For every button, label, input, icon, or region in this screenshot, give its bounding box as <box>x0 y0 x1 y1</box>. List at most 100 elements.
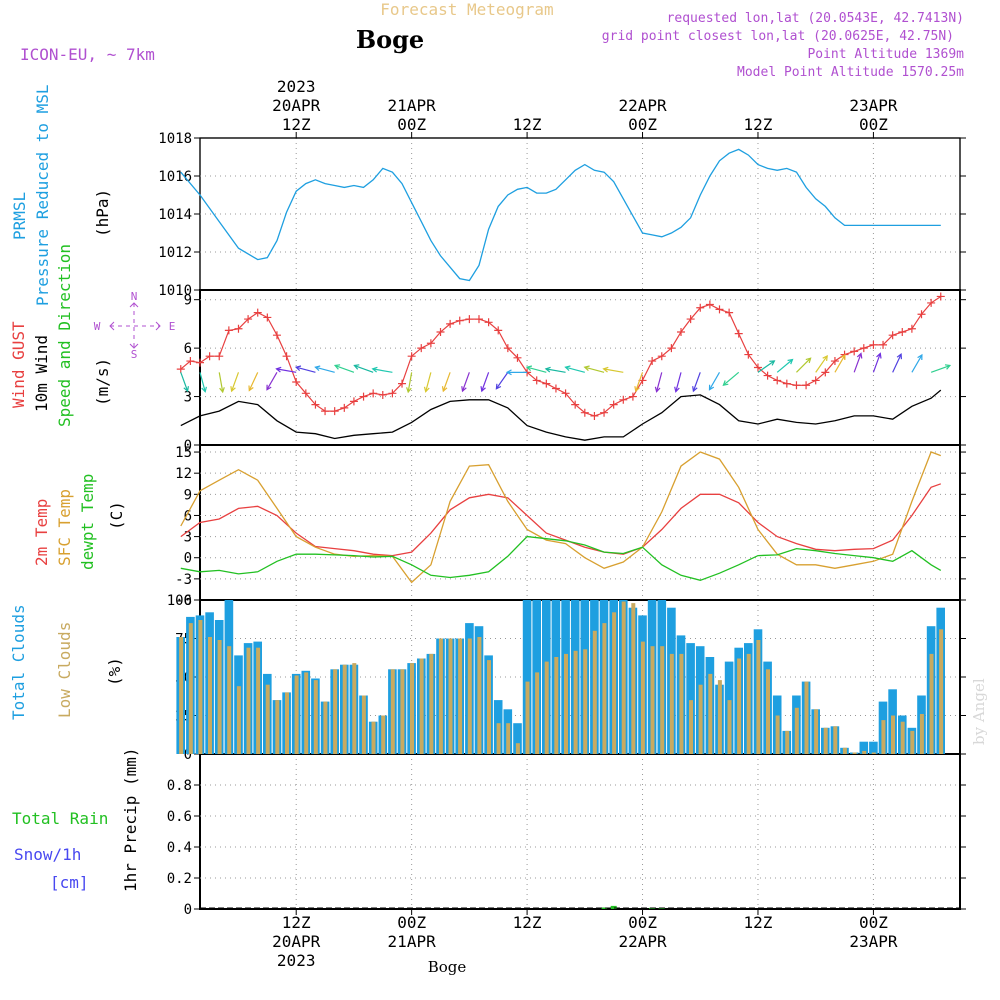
pressure-label-prmsl: PRMSL <box>10 192 29 240</box>
y-tick-label: 1014 <box>158 207 192 223</box>
gust-marker <box>532 376 541 385</box>
wind-direction-arrowhead <box>480 386 486 393</box>
wind-direction-arrow <box>834 354 846 373</box>
gust-marker <box>292 378 301 387</box>
low-cloud-bar <box>775 715 780 754</box>
low-cloud-bar <box>429 653 434 754</box>
wind-direction-arrowhead <box>840 353 846 361</box>
low-cloud-bar <box>371 721 376 754</box>
low-cloud-bar <box>275 700 280 754</box>
wind-direction-arrowhead <box>353 364 360 370</box>
y-tick-label: 1012 <box>158 245 192 261</box>
wind-direction-arrow <box>723 371 740 386</box>
temp-sfc-label: SFC Temp <box>55 489 74 566</box>
gust-marker <box>696 303 705 312</box>
x-tick-label-top: 23APR <box>849 96 898 115</box>
low-cloud-bar <box>679 653 684 754</box>
svg-text:S: S <box>131 348 138 361</box>
gust-marker <box>859 344 868 353</box>
gust-marker <box>378 390 387 399</box>
low-cloud-bar <box>390 669 395 754</box>
wind-direction-arrowhead <box>722 380 729 387</box>
gust-marker <box>446 319 455 328</box>
wind-direction-arrowhead <box>583 365 590 372</box>
wind-direction-arrowhead <box>505 369 512 376</box>
x-tick-label-bottom: 20APR <box>272 932 321 951</box>
wind-gust-line <box>180 295 942 417</box>
gust-marker <box>513 353 522 362</box>
gust-marker <box>436 327 445 336</box>
gust-marker <box>301 389 310 398</box>
gust-marker <box>465 315 474 324</box>
y-tick-label: 3 <box>184 530 192 546</box>
wind-direction-arrowhead <box>787 358 794 365</box>
low-cloud-bar <box>766 669 770 754</box>
gust-marker <box>792 381 801 390</box>
wind-direction-arrowhead <box>371 366 378 373</box>
low-cloud-bar <box>910 730 915 754</box>
low-cloud-bar <box>891 715 895 754</box>
wind-direction-arrow <box>248 372 259 391</box>
low-cloud-bar <box>698 684 703 754</box>
low-cloud-bar <box>573 650 578 754</box>
gust-marker <box>205 352 214 361</box>
low-cloud-bar <box>660 646 665 754</box>
gust-marker <box>705 300 714 309</box>
gust-marker <box>417 344 426 353</box>
y-tick-label: 3 <box>184 390 192 406</box>
total-cloud-bar <box>869 741 878 754</box>
low-cloud-bar <box>515 743 520 754</box>
wind-direction-arrow <box>442 372 451 392</box>
wind-gust-label: Wind GUST <box>9 321 28 408</box>
snow-label: Snow/1h <box>14 845 81 864</box>
low-cloud-bar <box>352 663 357 754</box>
wind-direction-arrowhead <box>708 384 715 391</box>
wind-direction-arrow <box>565 366 585 373</box>
temp-dewpt-label: dewpt Temp <box>78 474 97 570</box>
wind-labels: Wind GUST 10m Wind Speed and Direction (… <box>9 244 175 427</box>
x-tick-label-top: 12Z <box>744 115 773 134</box>
gust-marker <box>927 298 936 307</box>
wind-direction-arrow <box>892 353 902 373</box>
wind-direction-arrow <box>776 359 793 373</box>
x-tick-label-top: 00Z <box>859 115 888 134</box>
rain-bar <box>610 905 617 909</box>
wind-direction-arrow <box>708 372 721 390</box>
wind-direction-arrowhead <box>944 364 952 370</box>
gust-marker <box>811 376 820 385</box>
low-cloud-bar <box>419 658 424 754</box>
gust-marker <box>263 313 272 322</box>
wind-direction-arrow <box>872 353 881 373</box>
x-tick-label-top: 22APR <box>618 96 667 115</box>
x-tick-label-top: 00Z <box>397 115 426 134</box>
low-cloud-bar <box>592 630 597 754</box>
low-cloud-bar <box>487 660 491 754</box>
cloud-labels: Total Clouds Low Clouds (%) <box>9 604 124 720</box>
temp-2m-line <box>180 483 942 557</box>
low-cloud-bar <box>188 623 193 754</box>
low-cloud-bar <box>525 681 530 754</box>
y-tick-label: 1016 <box>158 169 192 185</box>
gust-marker <box>494 326 503 335</box>
gust-marker <box>224 326 233 335</box>
total-cloud-bar <box>686 643 695 754</box>
pressure-labels: PRMSL Pressure Reduced to MSL (hPa) <box>10 84 112 306</box>
wind-direction-arrowhead <box>917 353 923 361</box>
wind-direction-arrow <box>675 372 682 392</box>
gust-marker <box>253 308 262 317</box>
wind-direction-arrowhead <box>525 365 533 372</box>
gust-marker <box>272 331 281 340</box>
wind-direction-arrowhead <box>674 386 680 393</box>
wind-direction-arrow <box>425 372 432 392</box>
rain-label: Total Rain <box>12 809 108 828</box>
low-cloud-bar <box>862 750 867 754</box>
y-tick-label: 15 <box>175 445 192 461</box>
gust-marker <box>176 365 185 374</box>
low-cloud-bar <box>823 727 828 754</box>
low-cloud-bar <box>361 695 366 754</box>
gust-marker <box>888 331 897 340</box>
low-cloud-bar <box>631 603 636 754</box>
low-cloud-bar <box>467 638 472 754</box>
pressure-unit: (hPa) <box>93 189 112 237</box>
low-cloud-bar <box>708 673 713 754</box>
